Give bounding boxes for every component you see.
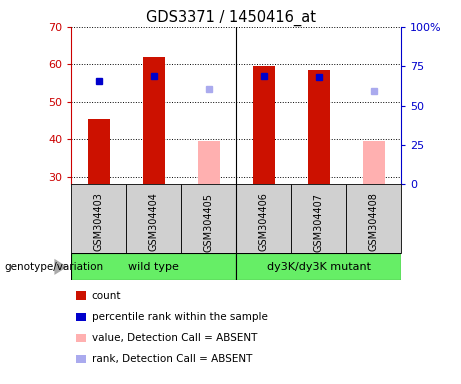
Text: GSM304408: GSM304408 <box>369 193 378 252</box>
Polygon shape <box>54 259 67 275</box>
Text: GDS3371 / 1450416_at: GDS3371 / 1450416_at <box>146 10 315 26</box>
Bar <box>307 70 330 184</box>
Text: GSM304403: GSM304403 <box>94 193 104 252</box>
Text: value, Detection Call = ABSENT: value, Detection Call = ABSENT <box>92 333 257 343</box>
Text: percentile rank within the sample: percentile rank within the sample <box>92 312 268 322</box>
Bar <box>71 253 236 280</box>
Text: GSM304406: GSM304406 <box>259 193 269 252</box>
Text: count: count <box>92 291 121 301</box>
Text: dy3K/dy3K mutant: dy3K/dy3K mutant <box>266 262 371 272</box>
Bar <box>198 141 220 184</box>
Bar <box>126 184 181 253</box>
Bar <box>181 184 236 253</box>
Bar <box>291 184 346 253</box>
Text: GSM304404: GSM304404 <box>149 193 159 252</box>
Text: wild type: wild type <box>129 262 179 272</box>
Text: GSM304407: GSM304407 <box>313 193 324 252</box>
Bar <box>143 57 165 184</box>
Bar <box>236 184 291 253</box>
Text: rank, Detection Call = ABSENT: rank, Detection Call = ABSENT <box>92 354 252 364</box>
Bar <box>88 119 110 184</box>
Bar <box>71 184 126 253</box>
Text: GSM304405: GSM304405 <box>204 193 214 252</box>
Bar <box>363 141 384 184</box>
Bar <box>253 66 275 184</box>
Text: genotype/variation: genotype/variation <box>5 262 104 272</box>
Bar <box>346 184 401 253</box>
Bar <box>236 253 401 280</box>
